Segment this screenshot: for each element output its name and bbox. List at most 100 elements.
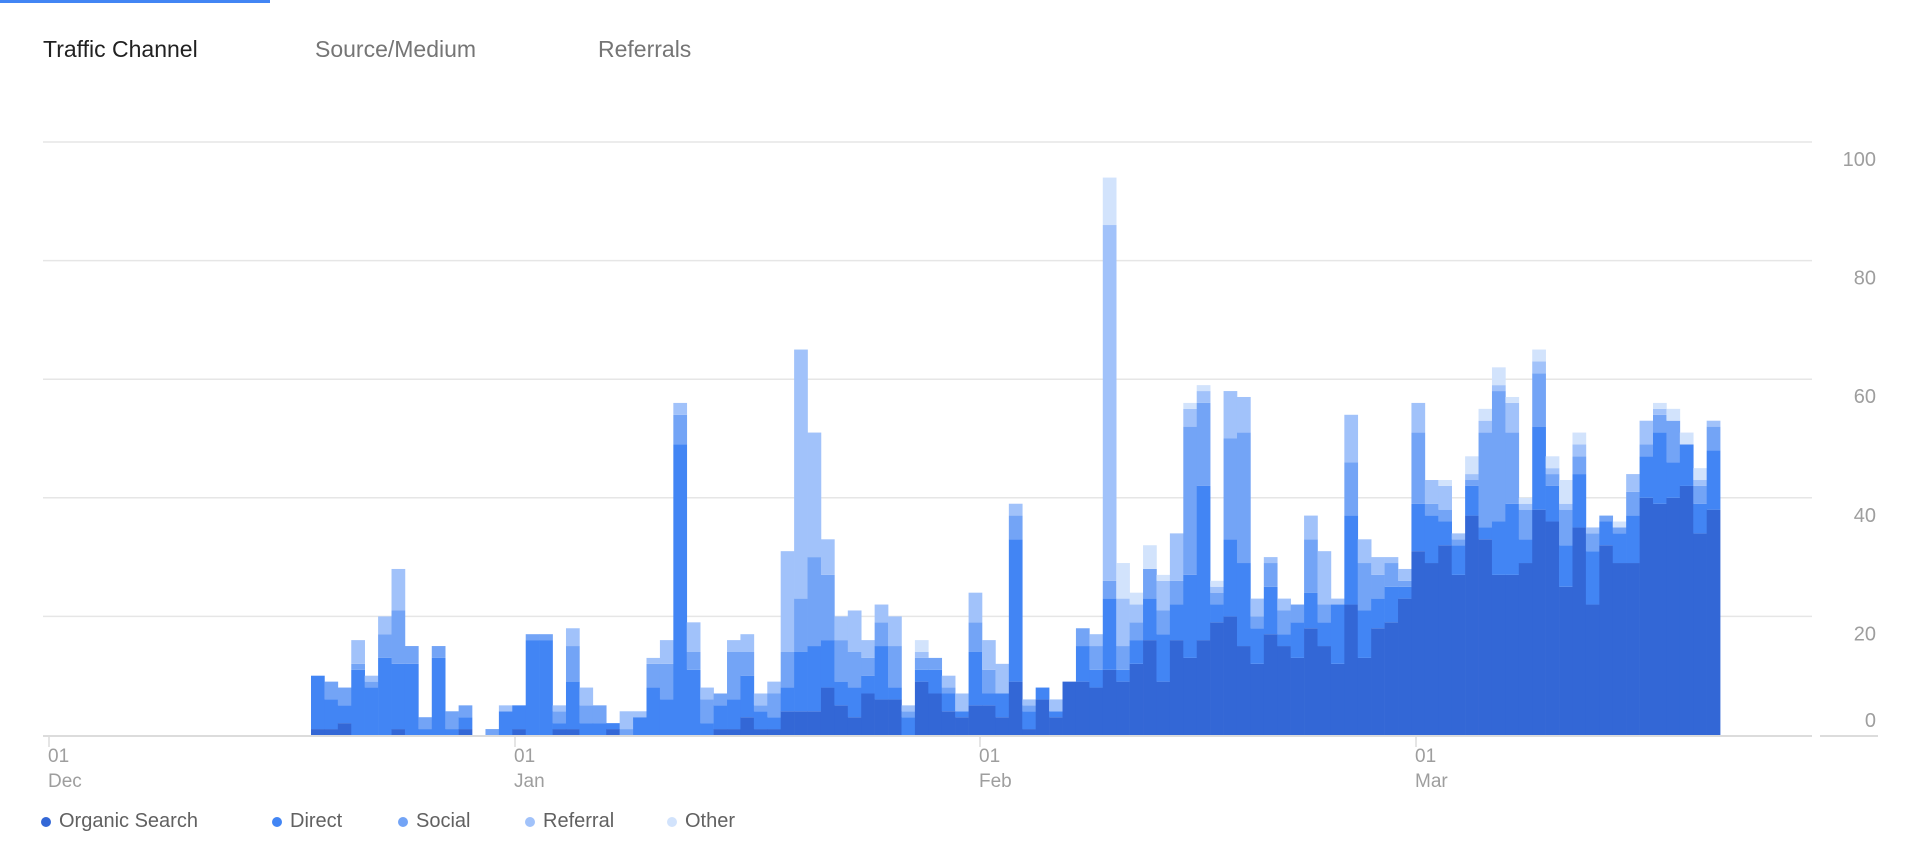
bar-segment-organic-search — [941, 711, 956, 735]
bar-segment-organic-search — [1451, 574, 1466, 735]
bar-segment-direct — [659, 699, 674, 735]
stacked-bar — [1089, 634, 1104, 735]
bar-segment-direct — [834, 681, 849, 706]
bar-segment-referral — [1424, 480, 1439, 504]
bar-segment-social — [1277, 610, 1291, 635]
bar-segment-organic-search — [1196, 640, 1211, 735]
bar-segment-organic-search — [740, 717, 755, 735]
bar-segment-referral — [1210, 586, 1224, 593]
bar-segment-organic-search — [1559, 586, 1573, 735]
stacked-bar — [807, 432, 822, 735]
y-tick-label: 80 — [1854, 268, 1876, 290]
bar-segment-organic-search — [1075, 681, 1090, 735]
bar-segment-direct — [592, 723, 607, 735]
bar-segment-referral — [1572, 444, 1587, 457]
bar-segment-referral — [1156, 580, 1171, 611]
bar-segment-organic-search — [1250, 663, 1265, 735]
bar-segment-direct — [686, 669, 701, 735]
bar-segment-other — [1572, 432, 1587, 445]
bar-segment-social — [888, 646, 902, 688]
bar-segment-referral — [982, 640, 996, 670]
bar-segment-organic-search — [820, 687, 835, 735]
bar-segment-referral — [1398, 568, 1412, 581]
bar-segment-organic-search — [1398, 598, 1412, 735]
bar-segment-referral — [1223, 391, 1238, 439]
bar-segment-social — [1612, 527, 1627, 534]
stacked-bar — [968, 592, 983, 735]
bar-segment-direct — [1693, 503, 1707, 534]
bar-segment-social — [579, 705, 594, 724]
stacked-bar — [378, 616, 392, 735]
bar-segment-direct — [901, 717, 916, 735]
bar-segment-direct — [861, 675, 875, 694]
bar-segment-referral — [1357, 539, 1372, 564]
stacked-bar — [364, 675, 379, 735]
legend-item-social[interactable]: Social — [398, 810, 470, 833]
bar-segment-direct — [1022, 711, 1036, 730]
tab-traffic-channel[interactable]: Traffic Channel — [43, 36, 198, 62]
bar-segment-referral — [1129, 604, 1144, 623]
legend-item-other[interactable]: Other — [667, 810, 735, 833]
y-tick-label: 20 — [1854, 623, 1876, 645]
bar-segment-social — [646, 663, 661, 688]
bar-segment-referral — [1706, 420, 1721, 427]
bar-segment-direct — [579, 723, 594, 735]
bar-segment-social — [364, 681, 379, 688]
bar-segment-direct — [1478, 527, 1493, 540]
bar-segment-organic-search — [552, 729, 567, 735]
bar-segment-other — [1559, 480, 1573, 504]
stacked-bar — [391, 568, 406, 735]
bar-segment-organic-search — [1371, 628, 1385, 735]
bar-segment-social — [351, 663, 365, 670]
stacked-bar — [1183, 402, 1198, 735]
bar-segment-referral — [861, 640, 875, 658]
bar-segment-social — [485, 729, 500, 735]
legend-label: Organic Search — [59, 810, 198, 832]
stacked-bar — [337, 687, 352, 735]
bar-segment-direct — [391, 663, 406, 730]
stacked-bar — [311, 675, 325, 735]
bar-segment-direct — [767, 717, 781, 730]
bar-segment-referral — [1411, 402, 1426, 433]
bar-segment-referral — [1478, 420, 1493, 433]
bar-segment-social — [1236, 432, 1251, 564]
bar-segment-organic-search — [834, 705, 849, 735]
bar-segment-social — [1263, 563, 1278, 587]
stacked-bar — [1196, 385, 1211, 735]
bar-segment-organic-search — [847, 717, 862, 735]
bar-segment-direct — [1679, 444, 1694, 486]
bar-segment-organic-search — [1384, 622, 1399, 735]
stacked-bar — [1478, 408, 1493, 735]
bar-segment-organic-search — [324, 729, 339, 735]
bar-segment-organic-search — [1143, 640, 1157, 735]
stacked-bar — [1371, 557, 1385, 735]
bar-segment-direct — [1572, 474, 1587, 528]
bar-segment-referral — [753, 693, 768, 706]
bar-segment-organic-search — [995, 717, 1010, 735]
bar-segment-social — [861, 657, 875, 676]
stacked-bar — [1357, 539, 1372, 735]
x-tick-day: 01 — [979, 746, 1000, 767]
tab-source-medium[interactable]: Source/Medium — [315, 36, 477, 62]
tab-referrals[interactable]: Referrals — [598, 36, 692, 62]
bar-segment-social — [1398, 580, 1412, 587]
legend-item-organic-search[interactable]: Organic Search — [41, 810, 198, 833]
bar-segment-referral — [955, 693, 969, 712]
stacked-bar — [351, 640, 365, 735]
stacked-bar — [673, 402, 688, 735]
bar-segment-social — [1559, 509, 1573, 546]
bar-segment-direct — [673, 444, 688, 735]
stacked-bar — [955, 693, 969, 735]
bar-segment-referral — [1277, 598, 1291, 611]
stacked-bar — [485, 729, 500, 735]
stacked-bar — [445, 711, 459, 735]
bar-segment-referral — [1008, 503, 1023, 516]
bar-segment-organic-search — [1035, 699, 1050, 735]
legend-item-referral[interactable]: Referral — [525, 810, 614, 833]
bar-segment-direct — [1277, 634, 1291, 647]
bar-segment-organic-search — [861, 693, 875, 735]
bar-segment-direct — [1263, 586, 1278, 635]
bar-segment-direct — [914, 669, 929, 682]
bar-segment-other — [914, 640, 929, 652]
legend-item-direct[interactable]: Direct — [272, 810, 342, 833]
